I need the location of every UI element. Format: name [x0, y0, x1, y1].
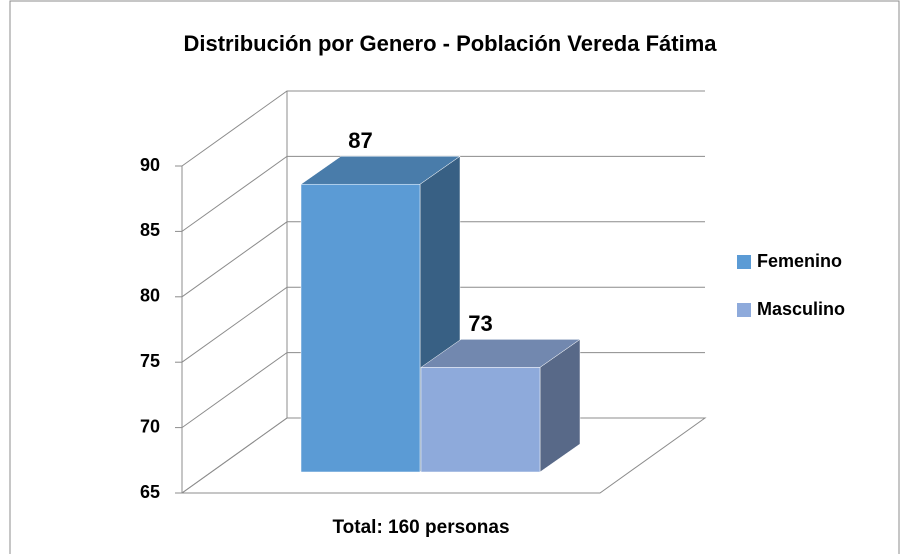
y-tick-label: 90: [140, 155, 160, 175]
y-tick-label: 85: [140, 220, 160, 240]
bar: [300, 183, 421, 473]
chart-title: Distribución por Genero - Población Vere…: [184, 31, 718, 56]
y-tick-label: 80: [140, 286, 160, 306]
data-label: 87: [348, 128, 372, 153]
grid-line: [181, 90, 705, 167]
legend-label: Femenino: [757, 251, 842, 271]
data-label: 73: [468, 311, 492, 336]
grid-line: [181, 286, 705, 363]
legend-swatch: [737, 303, 751, 317]
y-tick-label: 75: [140, 351, 160, 371]
bar-top: [300, 155, 461, 185]
legend-label: Masculino: [757, 299, 845, 319]
x-tick-label: Total: 160 personas: [332, 517, 509, 538]
y-tick-label: 70: [140, 416, 160, 436]
legend-swatch: [737, 255, 751, 269]
bar: [420, 367, 541, 473]
bar-top: [420, 339, 581, 368]
grid-line: [181, 221, 705, 298]
grid-line: [181, 155, 705, 232]
y-tick-label: 65: [140, 482, 160, 502]
